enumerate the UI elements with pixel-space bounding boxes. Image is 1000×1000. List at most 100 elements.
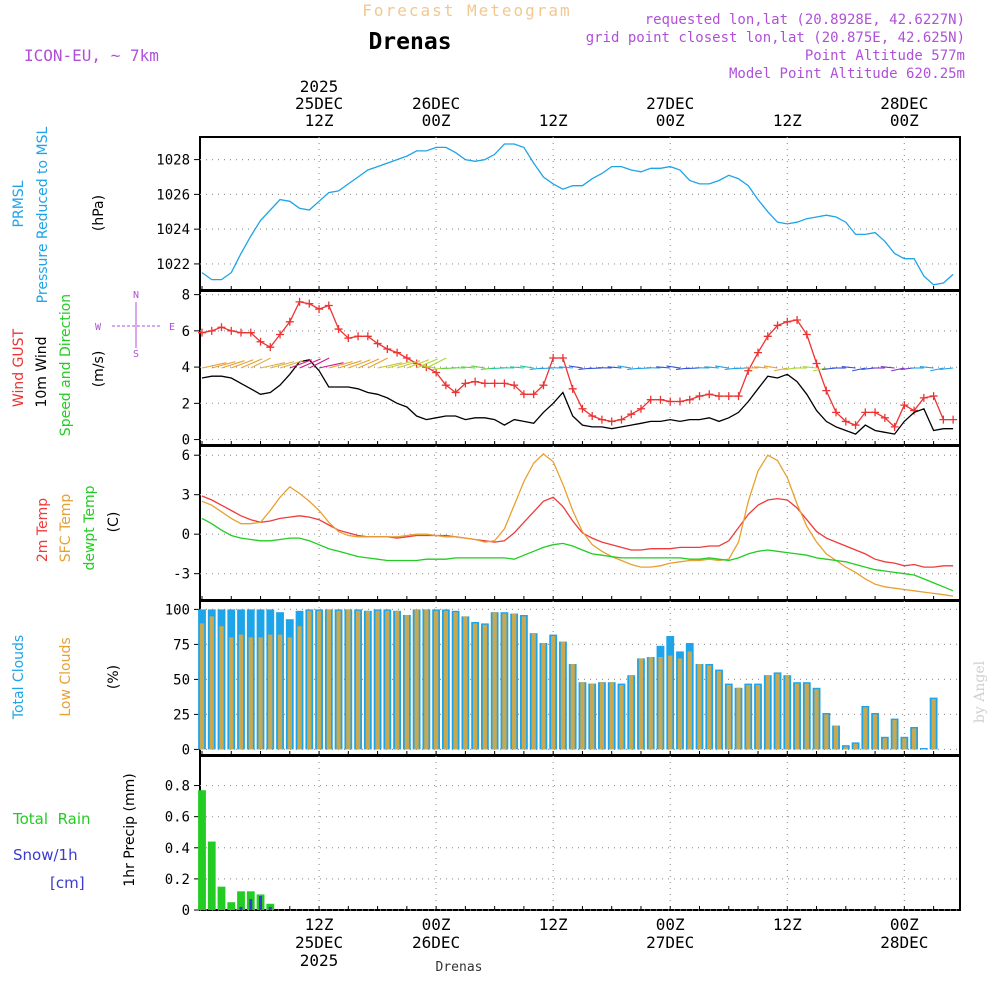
temperature-dewpt-temp-line [201, 517, 954, 592]
gust-marker [246, 328, 255, 337]
gust-marker [715, 392, 724, 401]
gust-marker [685, 395, 694, 404]
wind-direction-arrow [617, 365, 632, 369]
low-cloud-bar [599, 682, 605, 750]
gust-marker [607, 417, 616, 426]
top-axis-label: 12Z [305, 111, 334, 130]
low-cloud-bar [453, 612, 458, 750]
gust-marker [734, 392, 743, 401]
rain-bar [217, 886, 226, 910]
pressure-labels: PRMSL Pressure Reduced to MSL (hPa) [11, 126, 107, 303]
wind-direction-arrow [270, 361, 295, 369]
low-cloud-bar [551, 636, 556, 750]
wind-direction-arrow [568, 365, 583, 369]
wind-direction-arrow [201, 362, 227, 369]
wind-direction-arrow [880, 365, 895, 369]
wind-direction-arrow [240, 358, 263, 369]
temperature-ytick-label: -3 [173, 567, 190, 583]
gust-marker [871, 408, 880, 417]
low-cloud-bar [638, 658, 644, 750]
low-cloud-bar [219, 626, 224, 750]
wind-direction-arrow [367, 357, 388, 369]
gust-marker [627, 410, 636, 419]
low-cloud-bar [765, 675, 770, 750]
gust-marker [402, 354, 411, 363]
gust-marker [724, 392, 733, 401]
gust-marker [929, 392, 938, 401]
gust-marker [832, 408, 841, 417]
gust-marker [529, 390, 538, 399]
wind-direction-arrow [416, 358, 438, 369]
top-axis-label: 2025 [300, 77, 339, 96]
wind-direction-arrow [471, 365, 485, 369]
rain-bar [198, 790, 206, 910]
wind-direction-arrow [666, 365, 681, 369]
wind-direction-arrow [250, 357, 271, 369]
low-cloud-bar [404, 615, 409, 750]
gridpoint-coords: grid point closest lon,lat (20.875E, 42.… [586, 30, 965, 46]
gust-marker [754, 348, 763, 357]
low-cloud-bar [268, 634, 273, 750]
wind-direction-arrow [406, 359, 430, 369]
rain-bar [227, 902, 236, 910]
requested-coords: requested lon,lat (20.8928E, 42.6227N) [645, 12, 965, 28]
clouds-ytick-label: 25 [173, 707, 190, 723]
low-cloud-bar [853, 743, 858, 750]
gust-marker [549, 354, 558, 363]
wind-direction-arrow [426, 357, 447, 369]
low-cloud-bar [843, 746, 848, 750]
gust-marker [636, 404, 645, 413]
low-cloud-bar [248, 637, 253, 750]
wind-direction-arrow [919, 365, 934, 369]
gust-marker [285, 317, 294, 326]
gust-marker [237, 328, 246, 337]
low-cloud-bar [258, 637, 263, 750]
gust-marker [500, 379, 509, 388]
gust-marker [793, 315, 802, 324]
precip-ytick-label: 0 [182, 903, 190, 919]
low-cloud-bar [365, 610, 370, 750]
wind-direction-arrow [558, 366, 573, 369]
total-cloud-bar [919, 748, 928, 750]
wind-direction-arrow [299, 358, 321, 369]
wind-direction-arrow [715, 365, 729, 369]
snow-bar [259, 896, 262, 910]
snow-bar [268, 906, 272, 910]
pressure-ytick-label: 1024 [156, 222, 190, 238]
temperature-sfc-temp-line [201, 453, 954, 597]
wind-panel: 0 2 4 6 8 [182, 288, 961, 449]
temperature-ytick-label: 6 [182, 448, 190, 464]
credit-watermark: by Angel [972, 660, 988, 723]
low-cloud-bar [482, 624, 488, 750]
top-axis-label: 00Z [656, 111, 685, 130]
low-cloud-bar [697, 664, 702, 750]
wind-direction-arrow [461, 366, 476, 369]
gust-marker [344, 334, 353, 343]
wind10m-label: 10m Wind [34, 336, 50, 407]
low-cloud-bar [892, 720, 897, 750]
temperature-ytick-label: 3 [182, 488, 190, 504]
low-cloud-bar [424, 609, 429, 750]
low-cloud-bar [736, 687, 741, 750]
gust-marker [198, 328, 206, 337]
total-rain-label: Total Rain [12, 810, 91, 828]
low-cloud-bar [668, 655, 673, 750]
gust-marker [510, 381, 519, 390]
gust-marker [890, 422, 899, 431]
model-label: ICON-EU, ~ 7km [24, 46, 159, 65]
top-axis-label: 00Z [890, 111, 919, 130]
bottom-axis-label: 28DEC [880, 933, 928, 952]
bottom-axis-label: 26DEC [412, 933, 460, 952]
top-axis-label: 25DEC [295, 94, 343, 113]
low-cloud-bar [199, 623, 205, 750]
bottom-axis-label: 25DEC [295, 933, 343, 952]
gust-marker [295, 297, 304, 306]
gust-marker [480, 379, 489, 388]
gust-marker [822, 386, 831, 395]
low-cloud-bar [804, 683, 809, 750]
gust-marker [802, 330, 811, 339]
clouds-ytick-label: 50 [173, 672, 190, 688]
bottom-axis-label: 12Z [773, 915, 802, 934]
